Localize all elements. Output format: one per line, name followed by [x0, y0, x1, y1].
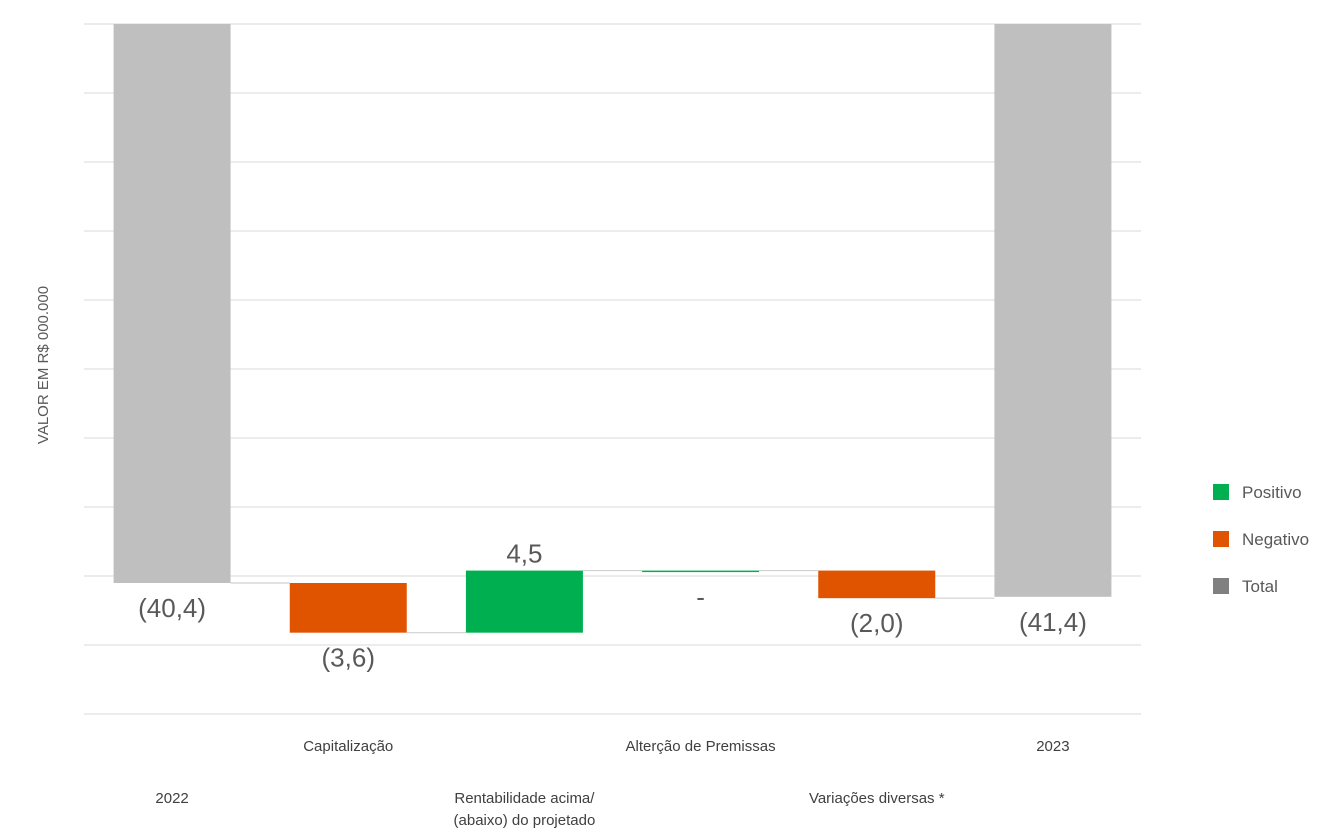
legend-label: Total — [1242, 577, 1278, 596]
category-labels: 2022 Capitalização Rentabilidade acima/(ab… — [155, 738, 1069, 829]
data-label: - — [696, 582, 705, 612]
y-axis-label: VALOR EM R$ 000.000 — [35, 286, 52, 444]
bar-negative — [818, 570, 936, 599]
data-labels: (40,4) (3,6) 4,5 - (2,0) (41,4) — [138, 539, 1087, 673]
legend: Positivo Negativo Total — [1213, 483, 1309, 596]
bars — [113, 24, 1112, 633]
bar-positive — [642, 570, 760, 573]
category-label: 2022 — [155, 790, 188, 807]
legend-swatch — [1213, 531, 1229, 547]
bar-negative — [289, 583, 407, 633]
bar-positive — [465, 570, 583, 633]
legend-swatch — [1213, 578, 1229, 594]
data-label: 4,5 — [506, 539, 542, 569]
category-label: Capitalização — [303, 738, 393, 755]
category-label: Alterção de Premissas — [626, 738, 776, 755]
data-label: (41,4) — [1019, 607, 1087, 637]
bar-total — [113, 24, 231, 583]
legend-label: Positivo — [1242, 483, 1302, 502]
legend-label: Negativo — [1242, 530, 1309, 549]
category-label: 2023 — [1036, 738, 1069, 755]
legend-swatch — [1213, 484, 1229, 500]
gridlines — [84, 23, 1141, 715]
data-label: (3,6) — [322, 643, 375, 673]
connector-lines — [230, 569, 995, 634]
category-label: Rentabilidade acima/(abaixo) do projetad… — [454, 790, 596, 829]
data-label: (2,0) — [850, 608, 903, 638]
bar-total — [994, 24, 1112, 597]
data-label: (40,4) — [138, 593, 206, 623]
category-label: Variações diversas * — [809, 790, 945, 807]
